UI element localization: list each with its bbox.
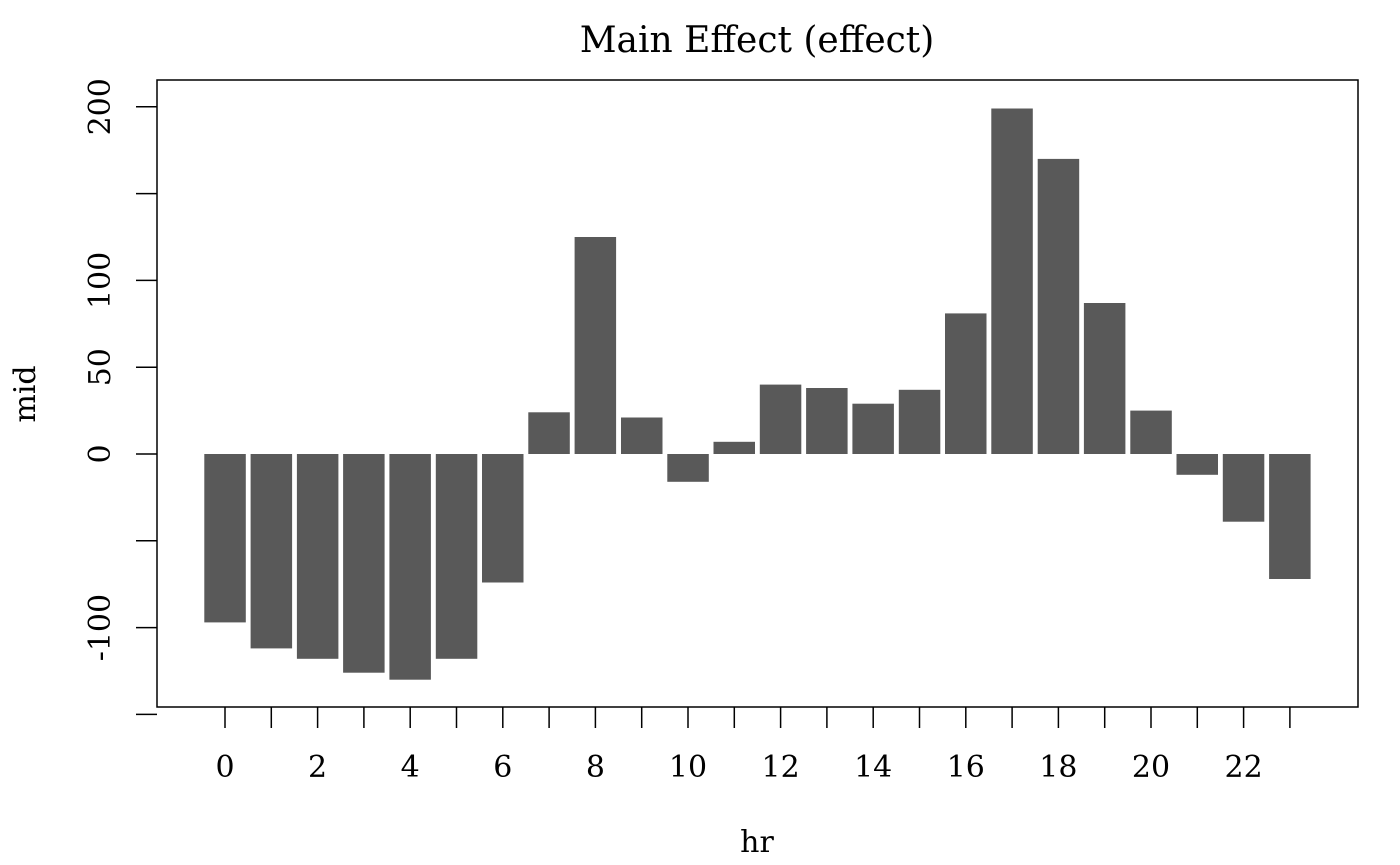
x-tick-label-12: 12 xyxy=(762,750,800,785)
x-tick-label-16: 16 xyxy=(947,750,985,785)
x-tick-label-14: 14 xyxy=(854,750,892,785)
x-tick-label-0: 0 xyxy=(215,750,234,785)
bar-hr-23 xyxy=(1269,454,1311,579)
bar-hr-11 xyxy=(713,441,755,454)
x-tick-label-6: 6 xyxy=(493,750,512,785)
x-tick-label-10: 10 xyxy=(669,750,707,785)
bar-hr-20 xyxy=(1130,410,1172,454)
bars xyxy=(204,108,1311,680)
bar-hr-2 xyxy=(296,454,339,659)
bar-hr-1 xyxy=(250,454,293,649)
bar-hr-18 xyxy=(1037,158,1080,454)
bar-hr-6 xyxy=(482,454,524,583)
plot-frame xyxy=(156,79,1359,708)
chart-title: Main Effect (effect) xyxy=(580,20,935,61)
x-tick-label-4: 4 xyxy=(401,750,420,785)
x-axis-label: hr xyxy=(740,825,774,860)
bar-hr-22 xyxy=(1222,454,1265,522)
x-tick-label-8: 8 xyxy=(586,750,605,785)
y-tick-label-0: 0 xyxy=(83,444,118,463)
bar-hr-5 xyxy=(435,454,478,659)
y-axis: -100 0 50 100 200 xyxy=(83,78,157,716)
x-tick-label-2: 2 xyxy=(308,750,327,785)
bar-hr-15 xyxy=(898,389,941,454)
bar-hr-3 xyxy=(343,454,385,673)
bar-hr-9 xyxy=(621,417,663,454)
y-tick-label-200: 200 xyxy=(83,78,118,135)
y-tick-label-100: 100 xyxy=(83,252,118,309)
y-tick-label-50: 50 xyxy=(83,348,118,386)
bar-hr-17 xyxy=(991,108,1033,454)
bar-hr-7 xyxy=(528,412,570,454)
x-tick-label-22: 22 xyxy=(1225,750,1263,785)
bar-hr-12 xyxy=(759,384,802,454)
bar-hr-4 xyxy=(389,454,431,680)
bar-hr-21 xyxy=(1176,454,1218,475)
x-tick-label-20: 20 xyxy=(1132,750,1170,785)
bar-hr-16 xyxy=(945,313,987,454)
x-tick-label-18: 18 xyxy=(1039,750,1077,785)
y-tick-label--100: -100 xyxy=(83,594,118,661)
bar-hr-19 xyxy=(1083,303,1126,454)
bar-hr-0 xyxy=(204,454,246,623)
bar-hr-14 xyxy=(852,403,894,454)
x-axis: 0 2 4 6 8 10 12 14 16 18 20 22 xyxy=(215,707,1291,785)
y-axis-label: mid xyxy=(8,365,43,422)
bar-hr-8 xyxy=(574,237,617,454)
bar-hr-13 xyxy=(806,388,848,454)
bar-hr-10 xyxy=(667,454,709,482)
